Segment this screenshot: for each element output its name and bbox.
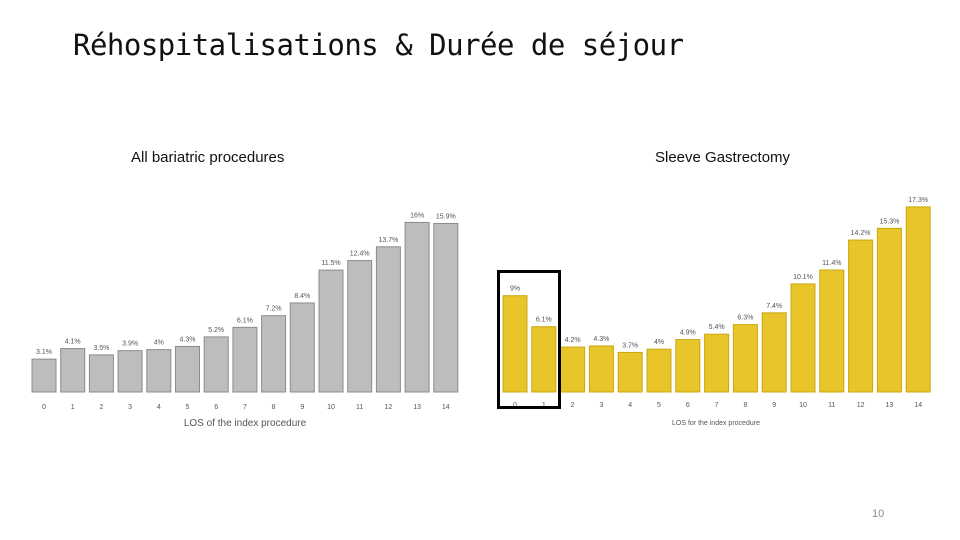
right-value-label-0: 9%	[510, 286, 520, 293]
right-x-axis-label: LOS for the index procedure	[672, 420, 760, 427]
left-bar-7	[232, 326, 258, 393]
right-tick-label-0: 0	[513, 402, 517, 409]
left-tick-label-5: 5	[186, 404, 190, 411]
left-bar-6	[203, 336, 229, 393]
left-bar-9	[289, 302, 315, 393]
left-tick-label-9: 9	[300, 404, 304, 411]
left-tick-label-2: 2	[99, 404, 103, 411]
right-value-label-14: 17.3%	[908, 197, 928, 204]
highlight-box-los-0-1	[497, 270, 561, 409]
right-bar-10	[790, 283, 816, 393]
right-value-label-7: 5.4%	[709, 324, 725, 331]
left-value-label-6: 5.2%	[208, 327, 224, 334]
right-bar-13	[876, 227, 902, 393]
left-tick-label-12: 12	[385, 404, 393, 411]
right-tick-label-6: 6	[686, 402, 690, 409]
left-value-label-10: 11.5%	[321, 260, 340, 267]
right-tick-label-7: 7	[715, 402, 719, 409]
left-bar-0	[31, 358, 57, 393]
left-tick-label-13: 13	[413, 404, 421, 411]
left-x-axis-label: LOS of the index procedure	[184, 418, 307, 429]
right-bar-3	[588, 345, 614, 393]
right-value-label-10: 10.1%	[793, 274, 813, 281]
left-tick-label-1: 1	[71, 404, 75, 411]
right-bar-5	[646, 348, 672, 393]
right-tick-label-12: 12	[857, 402, 865, 409]
left-bar-11	[347, 260, 373, 393]
left-value-label-8: 7.2%	[266, 306, 282, 313]
left-value-label-13: 16%	[410, 212, 424, 219]
left-value-label-3: 3.9%	[122, 341, 138, 348]
left-bar-1	[60, 348, 86, 393]
right-tick-label-5: 5	[657, 402, 661, 409]
right-bar-11	[819, 269, 845, 393]
right-tick-label-4: 4	[628, 402, 632, 409]
right-tick-label-8: 8	[743, 402, 747, 409]
left-tick-label-3: 3	[128, 404, 132, 411]
left-bar-4	[146, 349, 172, 393]
left-value-label-1: 4.1%	[65, 339, 81, 346]
right-bar-9	[761, 312, 787, 393]
right-value-label-5: 4%	[654, 339, 664, 346]
right-value-label-4: 3.7%	[622, 342, 638, 349]
page-number: 10	[872, 508, 885, 520]
left-value-label-2: 3.5%	[93, 345, 109, 352]
right-bar-14	[905, 206, 931, 393]
right-tick-label-3: 3	[599, 402, 603, 409]
right-bar-4	[617, 351, 643, 393]
right-value-label-3: 4.3%	[593, 336, 609, 343]
right-value-label-9: 7.4%	[766, 303, 782, 310]
right-value-label-6: 4.9%	[680, 330, 696, 337]
left-tick-label-4: 4	[157, 404, 161, 411]
left-tick-label-8: 8	[272, 404, 276, 411]
right-tick-label-11: 11	[828, 402, 835, 409]
right-bar-8	[732, 324, 758, 393]
right-tick-label-14: 14	[914, 402, 922, 409]
right-bar-0	[502, 295, 528, 393]
right-tick-label-13: 13	[886, 402, 894, 409]
left-tick-label-6: 6	[214, 404, 218, 411]
left-bar-2	[88, 354, 114, 393]
left-bar-13	[404, 221, 430, 393]
right-tick-label-9: 9	[772, 402, 776, 409]
right-bar-12	[848, 239, 874, 393]
right-value-label-2: 4.2%	[565, 337, 581, 344]
right-tick-label-10: 10	[799, 402, 807, 409]
left-value-label-4: 4%	[154, 340, 164, 347]
left-bar-12	[375, 246, 401, 393]
left-value-label-12: 13.7%	[378, 237, 398, 244]
right-bar-1	[531, 326, 557, 393]
left-value-label-7: 6.1%	[237, 317, 253, 324]
right-tick-label-2: 2	[571, 402, 575, 409]
left-value-label-14: 15.9%	[436, 213, 456, 220]
left-value-label-9: 8.4%	[294, 293, 310, 300]
left-bar-3	[117, 350, 143, 393]
right-bar-7	[704, 333, 730, 393]
left-tick-label-7: 7	[243, 404, 247, 411]
slide-title: Réhospitalisations & Durée de séjour	[73, 28, 684, 62]
chart-title-all-bariatric: All bariatric procedures	[131, 149, 285, 166]
left-value-label-5: 4.3%	[180, 336, 196, 343]
left-tick-label-10: 10	[327, 404, 335, 411]
left-bar-8	[261, 315, 287, 393]
right-value-label-13: 15.3%	[879, 218, 899, 225]
right-tick-label-1: 1	[542, 402, 546, 409]
right-bar-6	[675, 339, 701, 393]
chart-title-sleeve-gastrectomy: Sleeve Gastrectomy	[655, 149, 791, 166]
right-value-label-8: 6.3%	[737, 315, 753, 322]
left-bar-10	[318, 269, 344, 393]
left-tick-label-11: 11	[356, 404, 363, 411]
left-bar-5	[175, 345, 200, 393]
left-value-label-11: 12.4%	[350, 251, 370, 258]
left-bar-14	[433, 222, 459, 393]
right-bar-2	[560, 346, 586, 393]
right-value-label-12: 14.2%	[851, 230, 871, 237]
right-value-label-1: 6.1%	[536, 317, 552, 324]
right-value-label-11: 11.4%	[822, 260, 841, 267]
left-tick-label-14: 14	[442, 404, 450, 411]
left-tick-label-0: 0	[42, 404, 46, 411]
left-value-label-0: 3.1%	[36, 349, 52, 356]
